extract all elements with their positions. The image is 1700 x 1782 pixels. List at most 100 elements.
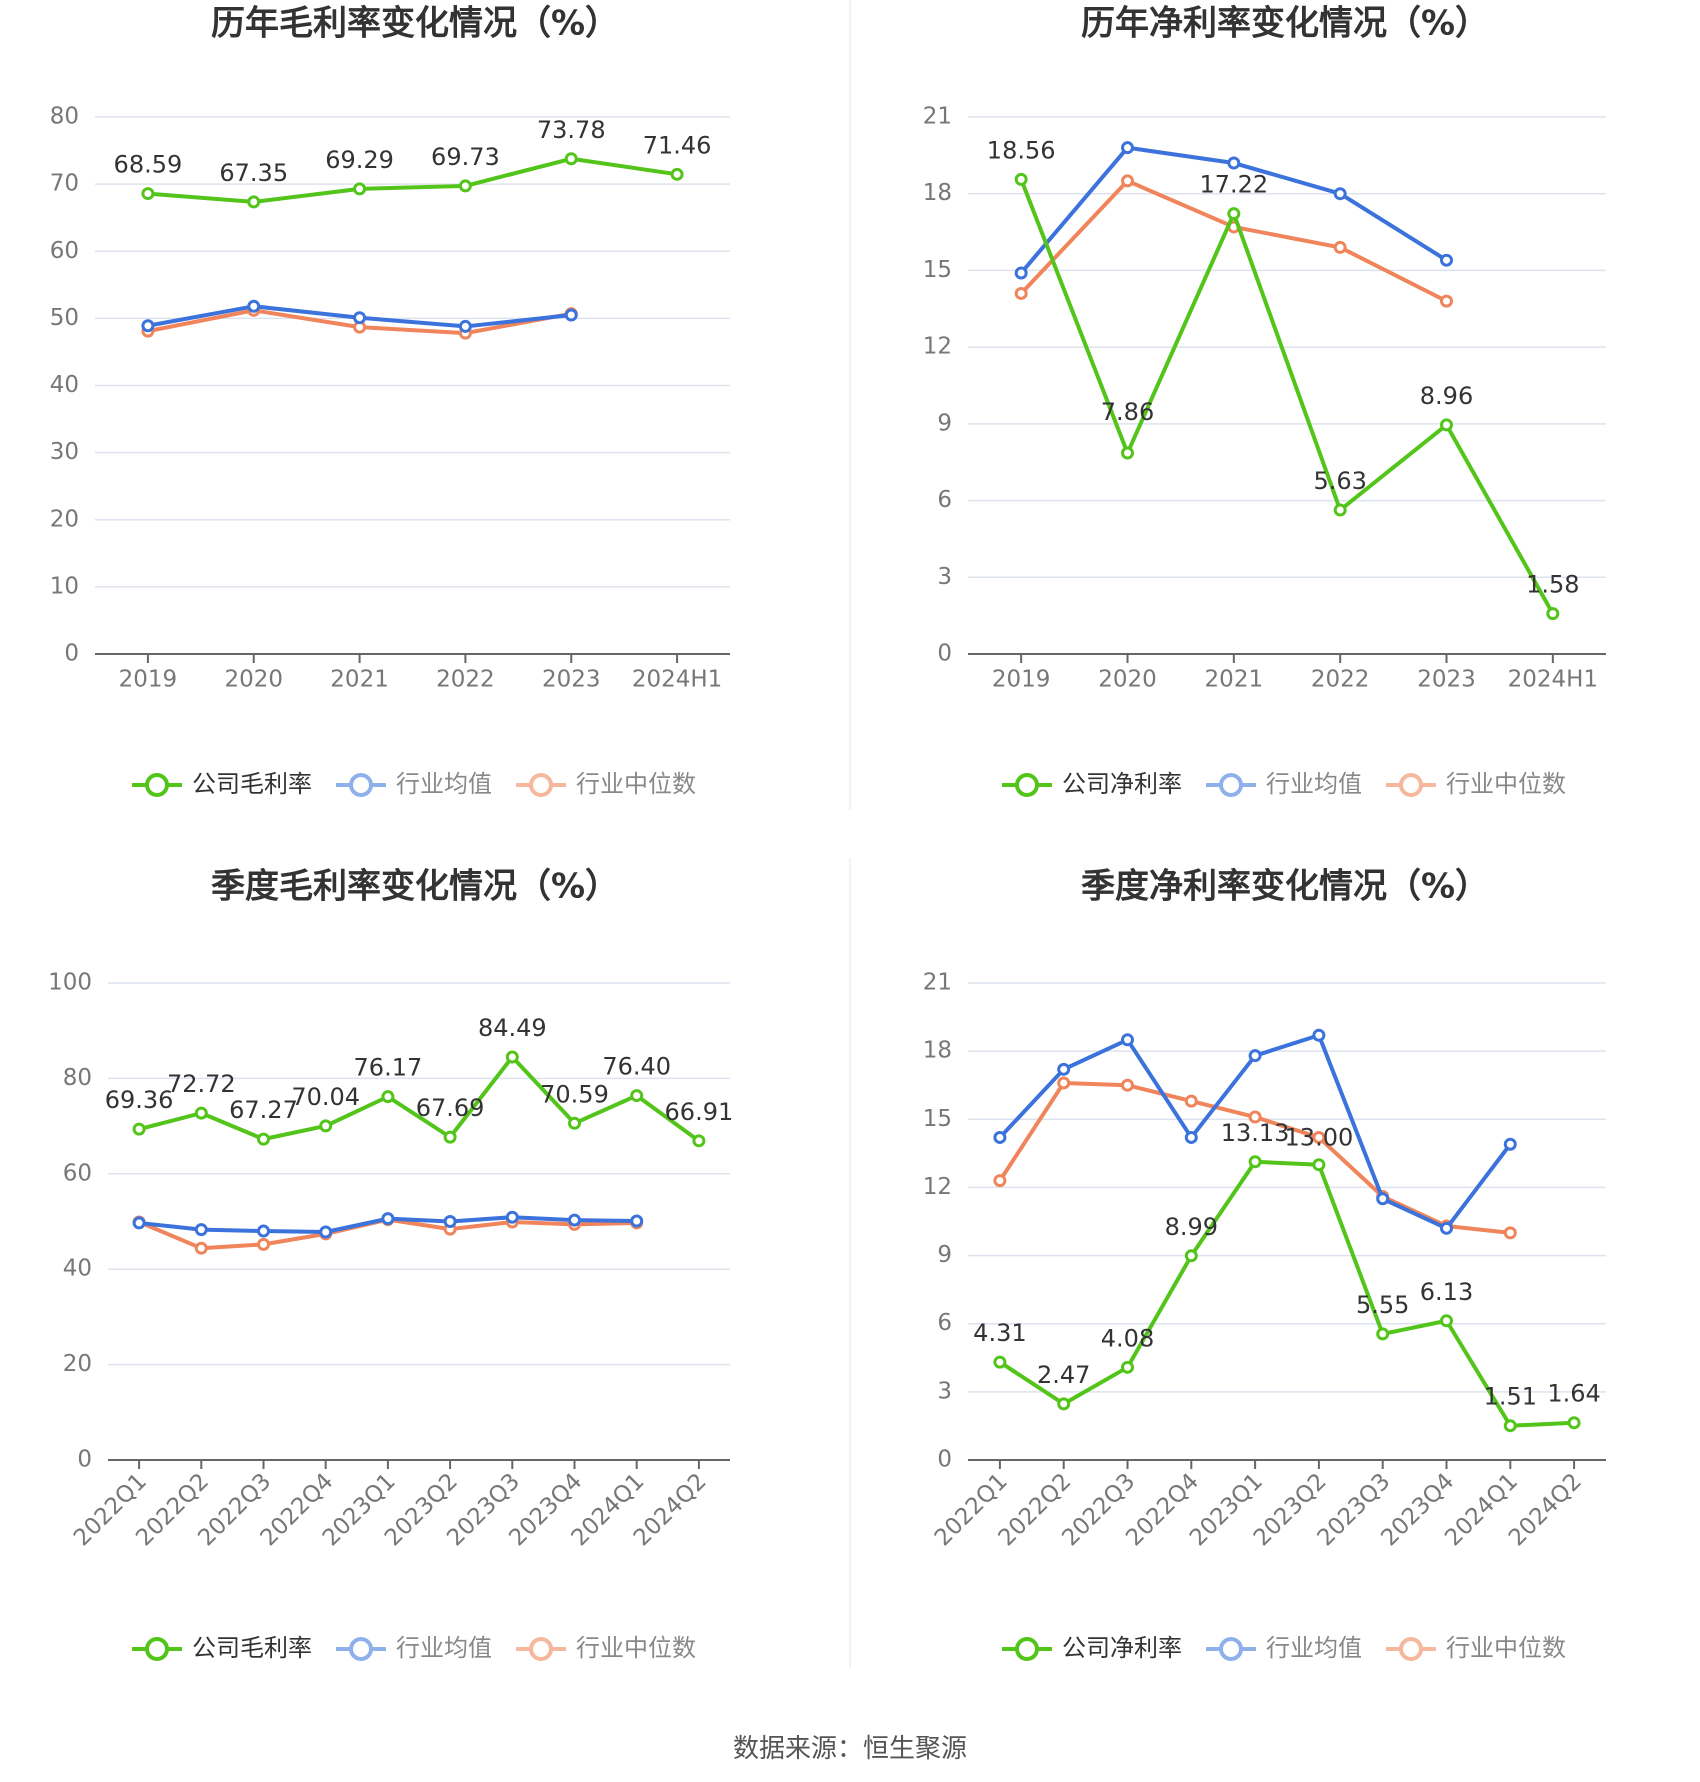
data-point-avg <box>1312 1028 1326 1042</box>
y-tick-label: 20 <box>63 1351 92 1377</box>
legend-marker-icon <box>1015 773 1039 797</box>
series-line-company <box>138 1054 701 1143</box>
data-point-company <box>1440 1314 1453 1328</box>
y-tick-label: 3 <box>937 1378 952 1404</box>
data-point-company <box>443 1130 457 1144</box>
data-label: 1.51 <box>1484 1383 1537 1411</box>
data-point-company <box>505 1050 519 1064</box>
y-tick-label: 6 <box>937 1310 952 1336</box>
data-label: 4.08 <box>1101 1324 1154 1352</box>
data-point-median <box>1333 240 1347 254</box>
data-label: 17.22 <box>1199 171 1268 199</box>
data-point-company <box>568 1116 581 1130</box>
legend-label: 公司毛利率 <box>192 1634 312 1662</box>
data-point-avg <box>319 1225 333 1239</box>
data-point-company <box>1567 1416 1581 1430</box>
data-point-avg <box>1503 1137 1517 1151</box>
data-label: 71.46 <box>643 131 712 159</box>
data-point-company <box>1227 207 1241 221</box>
legend-item-company: 公司毛利率 <box>132 770 312 798</box>
data-point-company <box>1121 446 1134 460</box>
y-tick-label: 70 <box>50 171 79 197</box>
data-label: 66.91 <box>665 1098 734 1126</box>
series-line-company <box>1019 178 1555 615</box>
data-point-company <box>1057 1397 1071 1411</box>
data-point-company <box>247 195 261 209</box>
data-point-avg <box>993 1130 1007 1144</box>
y-tick-label: 30 <box>50 439 79 465</box>
data-label: 13.00 <box>1285 1124 1354 1152</box>
data-point-company <box>1121 1360 1134 1374</box>
y-tick-label: 15 <box>923 1106 952 1132</box>
legend-marker-icon <box>529 773 553 797</box>
legend: 公司净利率 行业均值 行业中位数 <box>1002 770 1566 798</box>
data-point-company <box>458 179 472 193</box>
data-point-avg <box>1376 1192 1390 1206</box>
data-label: 8.96 <box>1420 382 1473 410</box>
y-tick-label: 18 <box>923 1038 952 1064</box>
data-point-company <box>670 167 684 181</box>
series-line-company <box>998 1159 1575 1428</box>
chart-1: 历年毛利率变化情况（%） 0 10 20 30 40 50 60 70 80 2019 2020 202… <box>50 4 730 798</box>
legend: 公司毛利率 行业均值 行业中位数 <box>132 770 696 798</box>
data-point-avg <box>568 1213 581 1227</box>
legend-label: 行业均值 <box>1266 770 1362 798</box>
x-tick-label: 2024H1 <box>632 667 722 693</box>
legend: 公司毛利率 行业均值 行业中位数 <box>132 1634 696 1662</box>
data-point-median <box>1503 1226 1517 1240</box>
data-source-note: 数据来源：恒生聚源 <box>732 1734 967 1764</box>
data-label: 76.17 <box>354 1054 423 1082</box>
legend-marker-icon <box>349 773 373 797</box>
data-point-company <box>1333 503 1347 517</box>
data-point-avg <box>1248 1049 1262 1063</box>
data-label: 18.56 <box>987 136 1056 164</box>
data-point-company <box>630 1089 644 1103</box>
y-tick-label: 18 <box>923 180 952 206</box>
data-label: 69.29 <box>325 146 394 174</box>
data-label: 7.86 <box>1101 398 1154 426</box>
data-point-company <box>1014 172 1028 186</box>
data-point-median <box>993 1174 1007 1188</box>
y-tick-label: 40 <box>63 1256 92 1282</box>
data-point-company <box>381 1090 395 1104</box>
data-point-company <box>141 187 155 201</box>
data-point-median <box>1121 1078 1134 1092</box>
data-point-avg <box>141 319 155 333</box>
data-label: 6.13 <box>1420 1278 1473 1306</box>
legend-label: 行业中位数 <box>1446 770 1566 798</box>
y-tick-label: 100 <box>48 970 92 996</box>
legend-item-median: 行业中位数 <box>1386 770 1566 798</box>
chart-title: 历年净利率变化情况（%） <box>1081 4 1489 44</box>
data-point-median <box>1014 286 1028 300</box>
data-point-company <box>1248 1155 1262 1169</box>
legend-label: 公司净利率 <box>1062 1634 1182 1662</box>
legend-label: 公司毛利率 <box>192 770 312 798</box>
data-point-company <box>692 1134 706 1148</box>
data-point-avg <box>353 311 367 325</box>
legend-marker-icon <box>1399 1637 1423 1661</box>
data-point-median <box>1057 1076 1071 1090</box>
x-tick-label: 2021 <box>1205 667 1264 693</box>
data-point-company <box>1546 607 1560 621</box>
y-tick-label: 12 <box>923 1174 952 1200</box>
data-point-avg <box>1333 187 1347 201</box>
data-label: 68.59 <box>114 151 183 179</box>
y-tick-label: 9 <box>937 1242 952 1268</box>
y-tick-label: 10 <box>50 573 79 599</box>
data-point-avg <box>443 1215 457 1228</box>
legend-item-company: 公司净利率 <box>1002 1634 1182 1662</box>
data-label: 70.59 <box>540 1080 609 1108</box>
chart-2: 历年净利率变化情况（%） 0 3 6 9 12 15 18 21 2019 2020 2021 2022… <box>923 4 1606 798</box>
data-point-avg <box>630 1214 644 1228</box>
legend-marker-icon <box>529 1637 553 1661</box>
data-label: 70.04 <box>291 1083 360 1111</box>
data-label: 2.47 <box>1037 1361 1090 1389</box>
legend-marker-icon <box>145 1637 169 1661</box>
data-point-avg <box>1440 253 1453 267</box>
legend-item-company: 公司净利率 <box>1002 770 1182 798</box>
legend-marker-icon <box>1399 773 1423 797</box>
y-tick-label: 80 <box>50 104 79 130</box>
data-point-avg <box>1121 1033 1134 1047</box>
x-tick-label: 2019 <box>119 667 178 693</box>
data-point-avg <box>564 308 578 322</box>
